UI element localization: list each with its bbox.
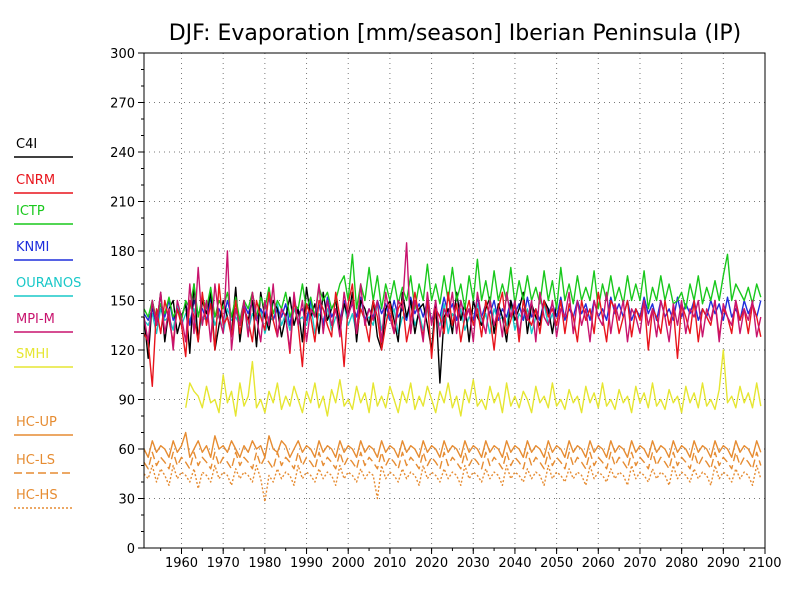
legend-label-c4i: C4I: [16, 137, 37, 152]
x-tick-label: 2090: [707, 556, 740, 571]
x-tick-label: 2030: [457, 556, 490, 571]
y-tick-label: 180: [110, 245, 135, 260]
series-line-hc-ls: [143, 451, 762, 470]
series-line-mpi-m: [143, 242, 762, 351]
x-tick-label: 1960: [165, 556, 198, 571]
x-axis: 1960 1970 1980 1990 2000 2010 2020 2030 2040 2050…: [160, 548, 782, 571]
series-line-smhi: [185, 349, 762, 417]
series-line-knmi: [143, 296, 762, 326]
x-tick-label: 2080: [665, 556, 698, 571]
x-tick-label: 2100: [748, 556, 781, 571]
y-tick-label: 240: [110, 146, 135, 161]
y-tick-label: 120: [110, 344, 135, 359]
y-tick-label: 0: [127, 542, 135, 557]
y-tick-label: 300: [110, 47, 135, 62]
grid-lines: [144, 53, 765, 548]
x-tick-label: 1970: [207, 556, 240, 571]
legend-label-hc-ls: HC-LS: [16, 453, 55, 468]
x-tick-label: 2010: [373, 556, 406, 571]
y-tick-label: 270: [110, 97, 135, 112]
series-line-hc-hs: [143, 464, 762, 503]
legend-label-smhi: SMHI: [16, 347, 49, 362]
y-tick-label: 30: [118, 493, 135, 508]
x-tick-label: 2070: [623, 556, 656, 571]
x-tick-label: 2040: [498, 556, 531, 571]
y-axis: 0 30 60 90 120 150 180 210 240 270 300: [110, 47, 144, 557]
legend: C4I CNRM ICTP KNMI OURANOS MPI-M SMHI HC-UP HC-L…: [14, 137, 81, 509]
legend-label-hc-up: HC-UP: [16, 415, 57, 430]
x-tick-label: 1990: [290, 556, 323, 571]
y-tick-label: 90: [118, 394, 135, 409]
y-tick-label: 150: [110, 295, 135, 310]
x-tick-label: 2000: [332, 556, 365, 571]
chart-title: DJF: Evaporation [mm/season] Iberian Pen…: [169, 21, 742, 46]
series-line-c4i: [143, 283, 558, 384]
series-line-ictp: [143, 253, 762, 321]
legend-label-ictp: ICTP: [16, 204, 45, 219]
x-tick-label: 1980: [248, 556, 281, 571]
legend-label-ouranos: OURANOS: [16, 276, 81, 291]
x-tick-label: 2060: [582, 556, 615, 571]
series-line-hc-up: [143, 431, 762, 458]
series-lines: [143, 242, 762, 503]
legend-label-hc-hs: HC-HS: [16, 488, 58, 503]
legend-label-knmi: KNMI: [16, 240, 49, 255]
y-tick-label: 210: [110, 196, 135, 211]
y-tick-label: 60: [118, 443, 135, 458]
x-tick-label: 2050: [540, 556, 573, 571]
legend-label-cnrm: CNRM: [16, 173, 55, 188]
legend-label-mpi-m: MPI-M: [16, 312, 55, 327]
x-tick-label: 2020: [415, 556, 448, 571]
